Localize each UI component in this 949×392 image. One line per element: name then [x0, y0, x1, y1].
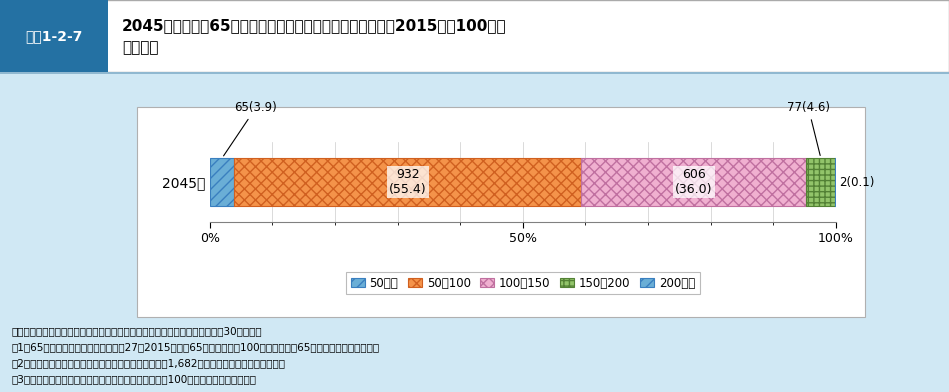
Bar: [807, 158, 835, 206]
Text: 932
(55.4): 932 (55.4): [389, 168, 426, 196]
Text: 注2）グラフ中の数字は市区町村数、カッコ内の数字は1,682市区町村に占める割合（％）。: 注2）グラフ中の数字は市区町村数、カッコ内の数字は1,682市区町村に占める割合…: [12, 358, 286, 368]
Bar: [234, 158, 581, 206]
Bar: [137, 107, 865, 317]
Legend: 50未満, 50〜100, 100〜150, 150〜200, 200以上: 50未満, 50〜100, 100〜150, 150〜200, 200以上: [346, 272, 699, 294]
Text: 65(3.9): 65(3.9): [224, 101, 277, 156]
Bar: [0, 72, 949, 74]
Text: た場合）: た場合）: [122, 40, 158, 56]
Text: 2(0.1): 2(0.1): [839, 176, 874, 189]
Text: 注3）割合については四捨五入して表記したため合計が100にならないことがある。: 注3）割合については四捨五入して表記したため合計が100にならないことがある。: [12, 374, 257, 384]
Text: 606
(36.0): 606 (36.0): [675, 168, 713, 196]
Text: 77(4.6): 77(4.6): [787, 101, 829, 156]
Text: 注1）65歳以上人口の指数とは、平成27（2015）年の65歳以上人口を100としたときの65歳以上人口の値のこと。: 注1）65歳以上人口の指数とは、平成27（2015）年の65歳以上人口を100と…: [12, 342, 381, 352]
Text: 資料：国立社会保障・人口問題研究所「日本の地域別将来推計人口」（平成30年推計）: 資料：国立社会保障・人口問題研究所「日本の地域別将来推計人口」（平成30年推計）: [12, 326, 263, 336]
Bar: [0, 0, 108, 72]
Bar: [581, 158, 807, 206]
Bar: [210, 158, 234, 206]
Bar: [0, 0, 949, 72]
Text: 図表1-2-7: 図表1-2-7: [26, 29, 83, 43]
Text: 2045年における65歳以上人口の指数別市区町村数と割合（2015年を100とし: 2045年における65歳以上人口の指数別市区町村数と割合（2015年を100とし: [122, 18, 507, 33]
